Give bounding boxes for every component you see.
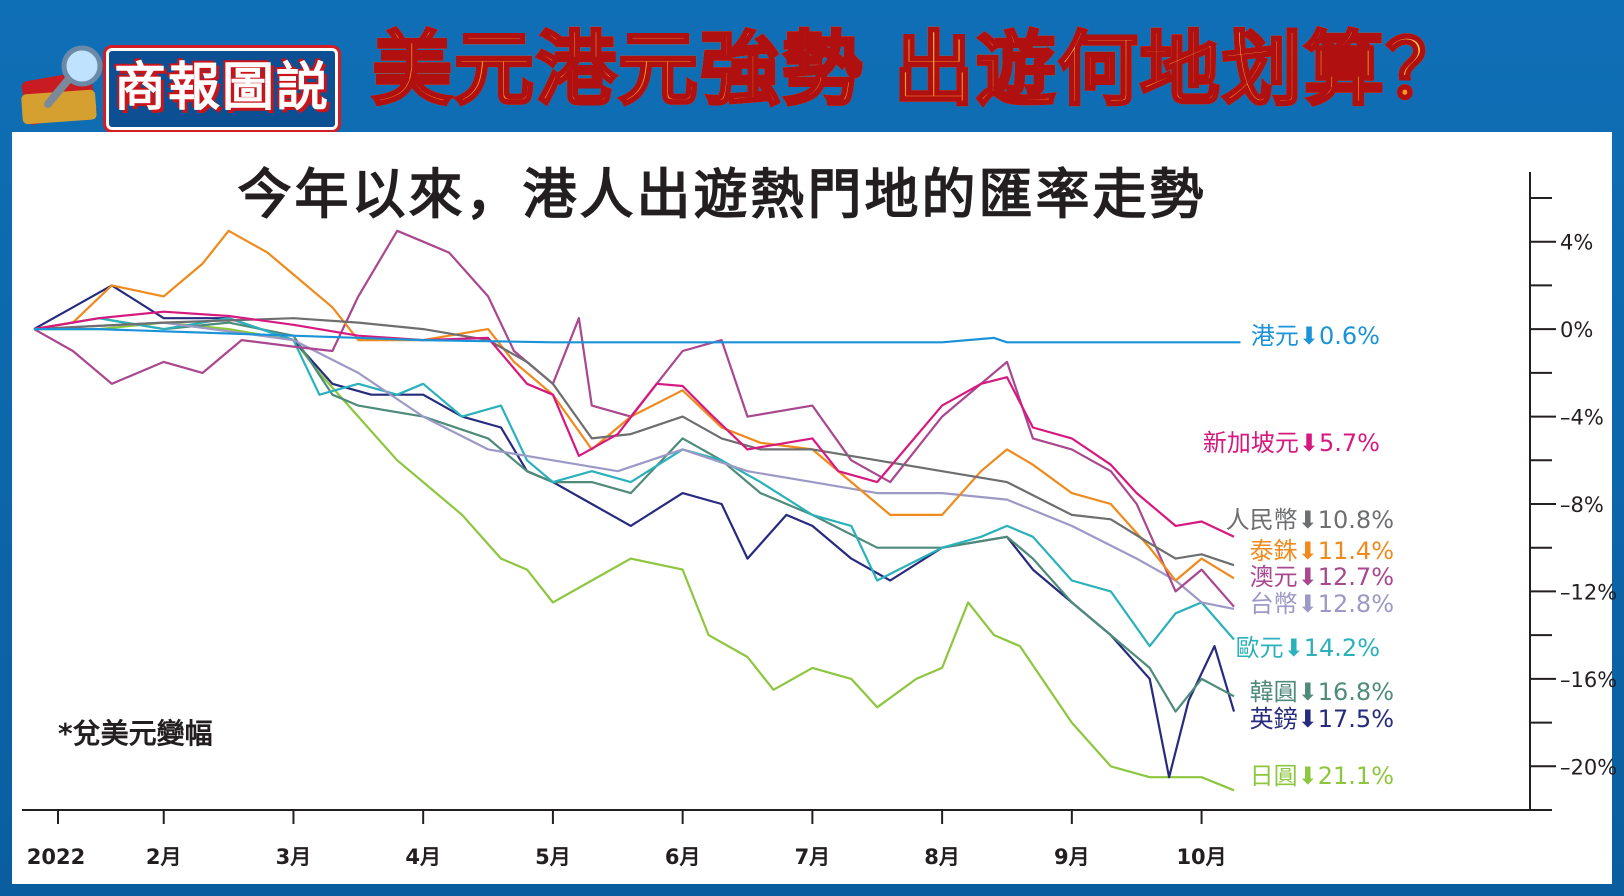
- series-label-人民幣: 人民幣⬇10.8%: [1226, 506, 1394, 534]
- series-line-新加坡元: [33, 310, 1235, 538]
- header-banner: 商報圖説 美元港元強勢 出遊何地划算？: [0, 0, 1624, 130]
- series-label-歐元: 歐元⬇14.2%: [1236, 634, 1380, 662]
- series-label-text: 澳元⬇12.7%: [1250, 563, 1394, 591]
- series-label-港元: 港元⬇0.6%: [1251, 322, 1380, 350]
- series-line-人民幣: [33, 317, 1235, 567]
- y-tick-label: 4%: [1560, 231, 1593, 255]
- x-tick-label: 4月: [405, 845, 441, 869]
- series-label-韓圓: 韓圓⬇16.8%: [1250, 678, 1394, 706]
- y-tick-label: –12%: [1560, 580, 1617, 604]
- x-tick-label: 5月: [535, 845, 571, 869]
- series-label-英鎊: 英鎊⬇17.5%: [1250, 705, 1394, 733]
- series-line-日圓: [34, 321, 1235, 792]
- brand-badge: 商報圖説: [106, 48, 338, 130]
- series-label-text: 韓圓⬇16.8%: [1250, 678, 1394, 706]
- x-tick-label: 2月: [146, 845, 182, 869]
- chart-note: *兌美元變幅: [58, 717, 213, 750]
- series-line-韓圓: [33, 317, 1235, 713]
- chart-axes: 2022 2月 3月 4月 5月 6月 7月 8月 9月 10月 4% 0% –4% –8% –12% –16…: [22, 172, 1617, 869]
- y-tick-label: –4%: [1560, 406, 1604, 430]
- headline: 美元港元強勢 出遊何地划算？: [371, 18, 1612, 122]
- chart-panel: [12, 132, 1612, 884]
- series-label-text: 英鎊⬇17.5%: [1250, 705, 1394, 733]
- series-label-日圓: 日圓⬇21.1%: [1250, 762, 1394, 790]
- series-label-text: 人民幣⬇10.8%: [1226, 506, 1394, 534]
- x-tick-label: 8月: [924, 845, 960, 869]
- y-tick-label: –20%: [1560, 755, 1617, 779]
- x-tick-label: 6月: [665, 845, 701, 869]
- y-tick-label: 0%: [1560, 318, 1593, 342]
- series-label-text: 泰銖⬇11.4%: [1250, 537, 1394, 565]
- series-label-新加坡元: 新加坡元⬇5.7%: [1203, 429, 1380, 457]
- y-tick-label: –8%: [1560, 493, 1604, 517]
- series-label-text: 歐元⬇14.2%: [1236, 634, 1380, 662]
- chart-title: 今年以來，港人出遊熱門地的匯率走勢: [237, 163, 1207, 226]
- x-tick-label: 7月: [795, 845, 831, 869]
- series-label-泰銖: 泰銖⬇11.4%: [1250, 537, 1394, 565]
- series-label-text: 台幣⬇12.8%: [1250, 590, 1394, 618]
- series-label-text: 新加坡元⬇5.7%: [1203, 429, 1380, 457]
- series-label-text: 港元⬇0.6%: [1251, 322, 1380, 350]
- series-line-歐元: [33, 317, 1235, 648]
- x-tick-label: 2022: [27, 845, 85, 869]
- series-labels: 港元⬇0.6% 新加坡元⬇5.7% 人民幣⬇10.8% 泰銖⬇11.4%澳元⬇12.7…: [1203, 322, 1394, 790]
- series-line-泰銖: [33, 229, 1235, 582]
- x-tick-label: 3月: [276, 845, 312, 869]
- series-line-澳元: [33, 229, 1235, 608]
- book-magnifier-icon: [21, 45, 103, 125]
- brand-label: 商報圖説: [113, 57, 330, 118]
- series-label-text: 日圓⬇21.1%: [1250, 762, 1394, 790]
- series-line-港元: [34, 328, 1241, 344]
- x-tick-label: 10月: [1176, 845, 1226, 869]
- series-label-台幣: 台幣⬇12.8%: [1250, 590, 1394, 618]
- series-label-澳元: 澳元⬇12.7%: [1250, 563, 1394, 591]
- y-tick-label: –16%: [1560, 668, 1617, 692]
- series-line-英鎊: [33, 284, 1236, 779]
- series-line-台幣: [33, 321, 1235, 610]
- x-tick-label: 9月: [1054, 845, 1090, 869]
- series-lines: [33, 229, 1241, 792]
